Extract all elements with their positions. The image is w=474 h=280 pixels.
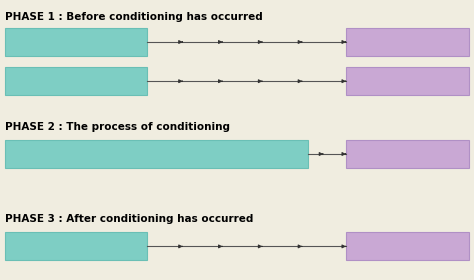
- Bar: [346, 28, 469, 56]
- Bar: [5, 28, 147, 56]
- Bar: [346, 67, 469, 95]
- Bar: [346, 232, 469, 260]
- Bar: [5, 67, 147, 95]
- Bar: [5, 140, 308, 168]
- Bar: [5, 232, 147, 260]
- Text: PHASE 2 : The process of conditioning: PHASE 2 : The process of conditioning: [5, 122, 230, 132]
- Text: PHASE 1 : Before conditioning has occurred: PHASE 1 : Before conditioning has occurr…: [5, 12, 263, 22]
- Text: PHASE 3 : After conditioning has occurred: PHASE 3 : After conditioning has occurre…: [5, 214, 253, 224]
- Bar: [346, 140, 469, 168]
